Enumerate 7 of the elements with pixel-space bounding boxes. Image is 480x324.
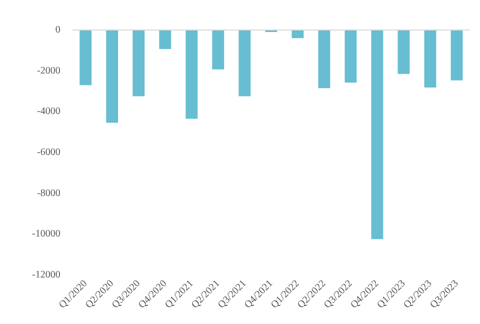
y-tick-label: -8000 — [36, 188, 60, 199]
y-tick-label: -12000 — [32, 269, 60, 280]
y-tick-label: -10000 — [32, 228, 60, 240]
y-tick-label: -6000 — [36, 147, 60, 158]
y-tick-label: 0 — [55, 24, 60, 36]
y-tick-label: -4000 — [36, 106, 60, 118]
y-tick-label: -2000 — [36, 65, 60, 76]
